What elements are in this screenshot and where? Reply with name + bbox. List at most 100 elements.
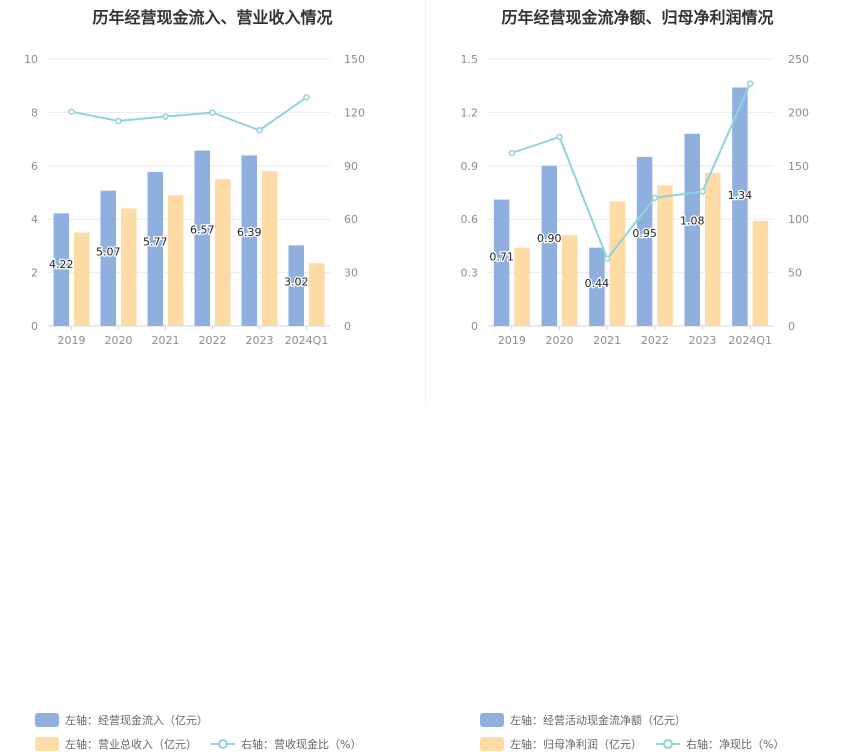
- legend-group-2: 左轴：归母净利润（亿元） 右轴：净现比（%）: [480, 736, 784, 752]
- y-right-tick-label: 150: [344, 53, 365, 66]
- x-tick-label: 2020: [105, 334, 133, 347]
- y-left-tick-label: 1.5: [461, 53, 479, 66]
- chart-title: 历年经营现金流净额、归母净利润情况: [501, 8, 774, 27]
- legend-group-2: 左轴：营业总收入（亿元） 右轴：营收现金比（%）: [35, 736, 361, 752]
- chart-panel-net-cash: 历年经营现金流净额、归母净利润情况 0 0.3 0.6 0.9 1.2 1.5 0 50 100…: [425, 0, 850, 751]
- x-tick-label: 2019: [498, 334, 526, 347]
- data-label: 6.57: [190, 224, 215, 237]
- bar-net-profit: [705, 172, 721, 326]
- y-left-tick-label: 0: [471, 320, 478, 333]
- bar-cash-inflow: [100, 190, 116, 326]
- bar-net-cash-flow: [732, 87, 748, 326]
- legend-swatch-bar: [35, 737, 59, 751]
- bar-cash-inflow: [53, 213, 69, 326]
- y-right-tick-label: 0: [344, 320, 351, 333]
- bar-net-profit: [562, 235, 578, 326]
- bar-net-profit: [657, 185, 673, 326]
- bar-net-profit: [514, 247, 530, 326]
- data-label: 5.07: [96, 246, 121, 259]
- legend-swatch-line: [656, 737, 680, 751]
- bar-revenue: [215, 179, 231, 326]
- x-tick-label: 2020: [546, 334, 574, 347]
- legend-swatch-line: [211, 737, 235, 751]
- panel-divider: [425, 0, 426, 405]
- bar-net-cash-flow: [541, 165, 557, 326]
- ratio-point: [256, 126, 263, 134]
- bar-net-cash-flow: [493, 199, 510, 326]
- legend-label[interactable]: 左轴：营业总收入（亿元）: [65, 738, 197, 751]
- y-right-tick-label: 50: [788, 267, 802, 280]
- y-left-tick-label: 4: [31, 213, 38, 226]
- data-label: 0.44: [585, 277, 610, 290]
- data-label: 0.95: [632, 227, 657, 240]
- y-right-tick-label: 0: [788, 320, 795, 333]
- chart-title: 历年经营现金流入、营业收入情况: [92, 8, 333, 27]
- legend-swatch-bar: [480, 713, 504, 727]
- legend-label: 左轴：经营活动现金流净额（亿元）: [510, 714, 686, 727]
- y-right-tick-label: 150: [788, 160, 809, 173]
- bar-revenue: [121, 208, 137, 326]
- ratio-point: [699, 188, 706, 195]
- y-right-tick-label: 250: [788, 53, 809, 66]
- chart-plot-cash-inflow: 0 2 4 6 8 10 0 30 60 90 120 150 2019 2020 2021 2022 2023…: [24, 53, 365, 347]
- ratio-point: [603, 255, 611, 262]
- x-tick-label: 2021: [152, 334, 180, 347]
- bar-cash-inflow: [241, 155, 257, 326]
- ratio-point: [162, 113, 169, 120]
- ratio-point: [115, 117, 122, 125]
- bar-net-profit: [752, 220, 769, 326]
- ratio-point: [209, 109, 216, 116]
- y-right-tick-label: 30: [344, 267, 358, 280]
- y-left-tick-label: 1.2: [461, 106, 479, 119]
- ratio-line: [511, 83, 752, 261]
- x-tick-label: 2024Q1: [285, 334, 329, 347]
- y-right-tick-label: 90: [344, 160, 358, 173]
- data-label: 0.90: [537, 232, 562, 245]
- bar-revenue: [168, 195, 184, 326]
- y-left-tick-label: 6: [31, 160, 38, 173]
- ratio-point: [556, 133, 563, 141]
- legend-label[interactable]: 左轴：归母净利润（亿元）: [510, 738, 642, 751]
- ratio-point: [746, 80, 754, 87]
- ratio-point: [303, 94, 310, 101]
- y-left-tick-label: 0.3: [461, 267, 479, 280]
- y-left-tick-label: 0: [31, 320, 38, 333]
- ratio-point: [68, 108, 75, 115]
- data-label: 1.08: [680, 214, 705, 227]
- legend-label[interactable]: 右轴：净现比（%）: [686, 738, 785, 751]
- y-left-tick-label: 8: [31, 106, 38, 119]
- ratio-point: [508, 149, 516, 157]
- x-tick-label: 2019: [58, 334, 86, 347]
- legend-item-series-1[interactable]: 左轴：经营现金流入（亿元）: [35, 712, 208, 728]
- data-label: 6.39: [237, 226, 262, 239]
- legend-item-series-1[interactable]: 左轴：经营活动现金流净额（亿元）: [480, 712, 686, 728]
- legend-swatch-bar: [35, 713, 59, 727]
- y-left-tick-label: 0.9: [461, 160, 479, 173]
- bar-cash-inflow: [147, 171, 163, 326]
- y-left-tick-label: 10: [24, 53, 38, 66]
- bar-revenue: [262, 171, 278, 326]
- x-tick-label: 2022: [641, 334, 669, 347]
- y-right-tick-label: 60: [344, 213, 358, 226]
- legend-label: 左轴：经营现金流入（亿元）: [65, 714, 208, 727]
- data-label: 4.22: [49, 258, 74, 271]
- legend-swatch-bar: [480, 737, 504, 751]
- data-label: 5.77: [143, 235, 168, 248]
- x-tick-label: 2022: [199, 334, 227, 347]
- y-right-tick-label: 200: [788, 106, 809, 119]
- ratio-point: [651, 194, 659, 202]
- bar-revenue: [309, 263, 325, 326]
- chart-panel-cash-inflow: 历年经营现金流入、营业收入情况 0 2 4 6 8 10 0 30 60 90 120 150 2019…: [0, 0, 425, 751]
- chart-plot-net-cash: 0 0.3 0.6 0.9 1.2 1.5 0 50 100 150 200 250 2019 2020 2…: [461, 53, 810, 347]
- y-right-tick-label: 100: [788, 213, 809, 226]
- bar-net-cash-flow: [589, 247, 605, 326]
- bar-revenue: [74, 232, 90, 326]
- bar-net-cash-flow: [684, 133, 700, 326]
- data-label: 0.71: [489, 250, 513, 263]
- bar-net-profit: [609, 201, 626, 326]
- x-tick-label: 2023: [246, 334, 274, 347]
- bar-net-cash-flow: [636, 156, 653, 326]
- x-tick-label: 2021: [593, 334, 621, 347]
- legend-label[interactable]: 右轴：营收现金比（%）: [241, 738, 362, 751]
